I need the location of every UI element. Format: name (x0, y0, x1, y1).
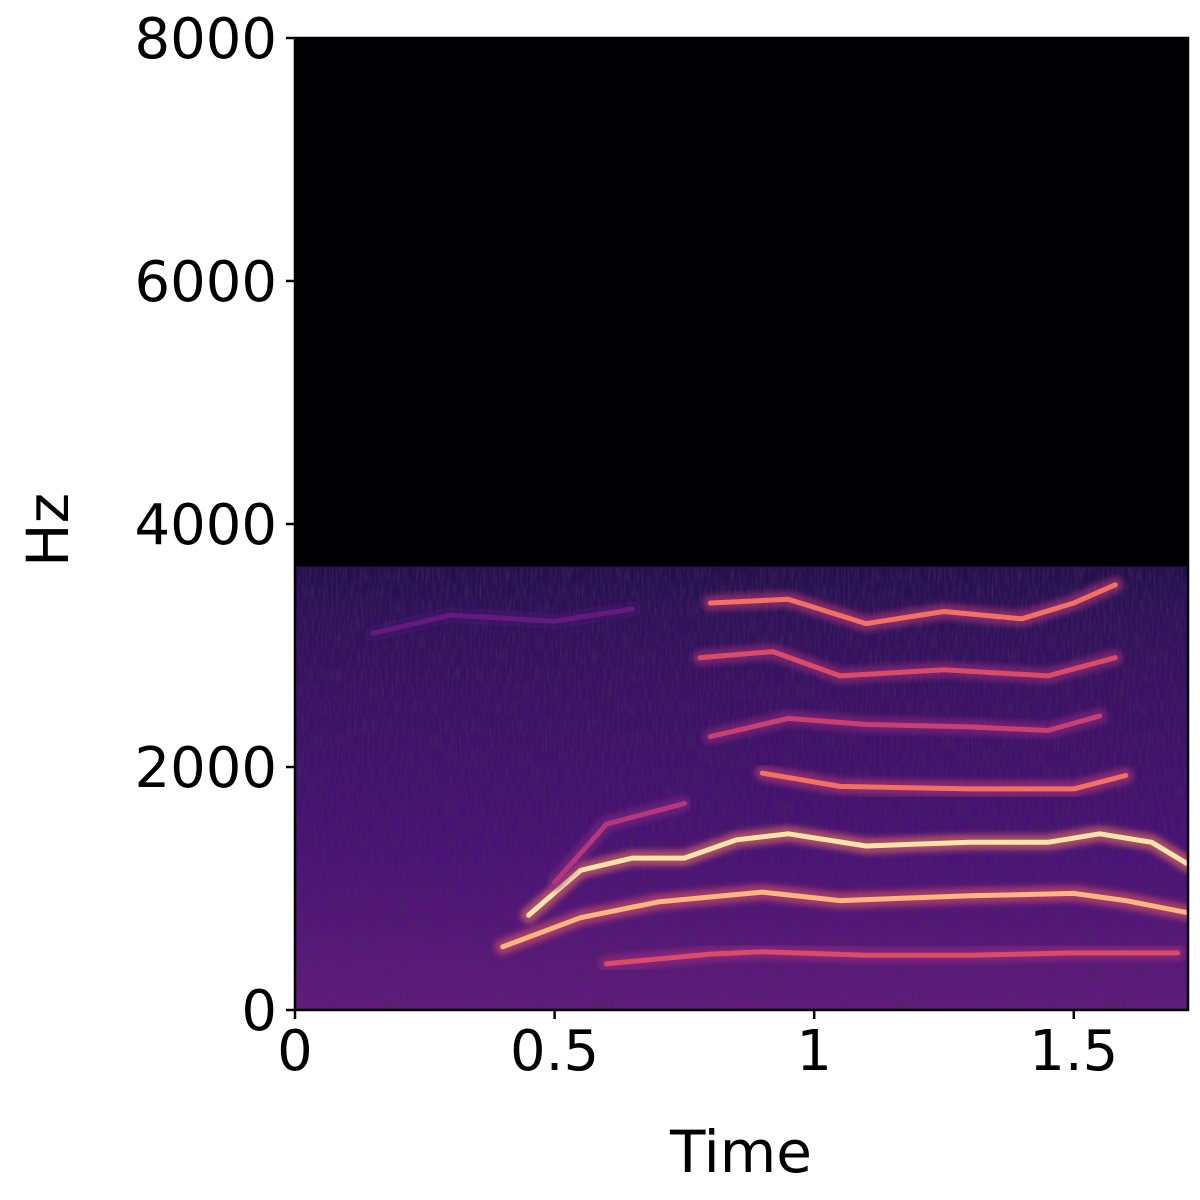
y-tick-label: 8000 (134, 7, 277, 72)
y-axis-label: Hz (14, 493, 82, 567)
y-tick-label: 6000 (134, 250, 277, 315)
y-tick-label: 0 (241, 979, 277, 1044)
harmonic-track-2 (526, 831, 1188, 918)
harmonic-track-7 (707, 582, 1118, 627)
harmonic-track-6 (697, 649, 1118, 679)
y-tick-label: 4000 (134, 493, 277, 558)
x-tick-label: 0 (277, 1019, 313, 1084)
harmonic-track-3 (552, 801, 687, 885)
x-tick-label: 1.5 (1029, 1019, 1118, 1084)
harmonic-track-1 (500, 889, 1188, 950)
x-tick-label: 0.5 (510, 1019, 599, 1084)
y-tick-label: 2000 (134, 736, 277, 801)
harmonic-track-0 (604, 949, 1181, 967)
harmonic-track-8 (370, 606, 635, 636)
x-axis-label: Time (669, 1118, 812, 1186)
axes: 0 0.5 1 1.5 0 2000 4000 6000 8000 (134, 7, 1190, 1084)
harmonic-track-5 (707, 713, 1103, 740)
x-tick-label: 1 (796, 1019, 832, 1084)
spectrogram-heatmap (295, 566, 1188, 1010)
harmonic-track-4 (759, 770, 1129, 792)
